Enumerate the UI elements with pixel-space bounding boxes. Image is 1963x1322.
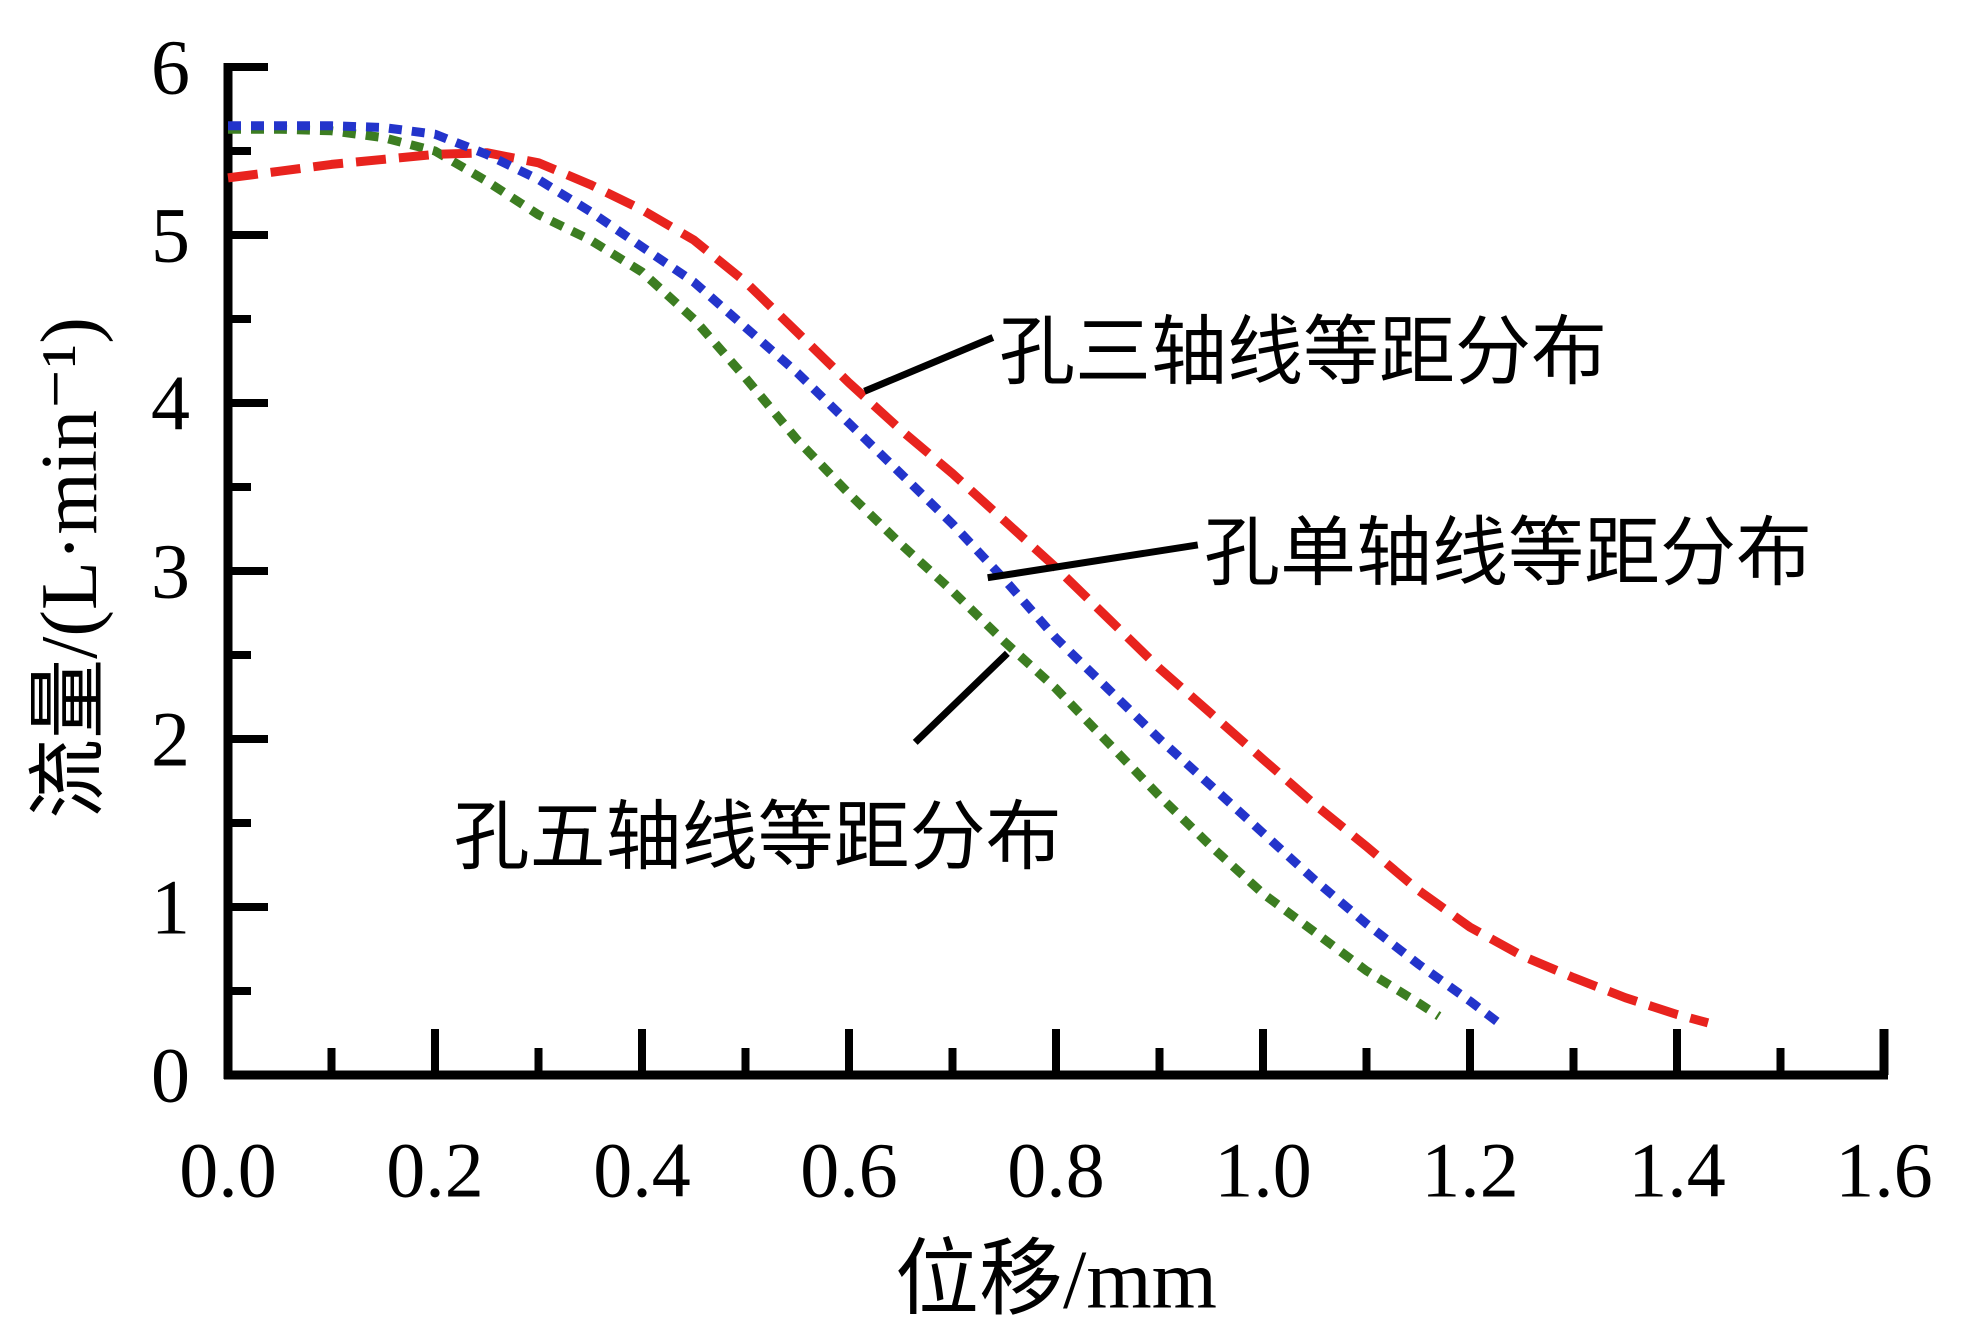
annotation-leader-line-0 xyxy=(863,334,995,395)
x-tick-label: 0.2 xyxy=(386,1127,484,1214)
y-tick-label: 3 xyxy=(151,528,190,615)
y-tick-label: 4 xyxy=(151,360,190,447)
x-tick-label: 1.4 xyxy=(1628,1127,1726,1214)
annotation-leader-line-1 xyxy=(987,541,1199,582)
y-tick-label: 6 xyxy=(151,24,190,111)
y-axis-title: 流量/(L·min⁻¹) xyxy=(26,317,114,819)
series-curve-2 xyxy=(228,124,1442,1020)
series-curve-0 xyxy=(227,148,1710,1028)
y-tick-label: 1 xyxy=(151,864,190,951)
x-tick-label: 0.6 xyxy=(800,1127,898,1214)
annotation-leader-line-2 xyxy=(912,650,1010,745)
y-tick-label: 2 xyxy=(151,696,190,783)
y-tick-label: 0 xyxy=(151,1032,190,1119)
x-tick-label: 1.0 xyxy=(1214,1127,1312,1214)
y-tick-label: 5 xyxy=(151,192,190,279)
x-tick-label: 0.8 xyxy=(1007,1127,1105,1214)
x-axis-title: 位移/mm xyxy=(894,1233,1218,1322)
annotation-label-single-axis: 孔单轴线等距分布 xyxy=(1204,511,1812,596)
annotation-label-three-axis: 孔三轴线等距分布 xyxy=(999,311,1608,396)
x-tick-label: 0.4 xyxy=(593,1127,691,1214)
x-tick-label: 1.2 xyxy=(1421,1127,1519,1214)
series-curve-1 xyxy=(228,121,1504,1029)
x-tick-label: 0.0 xyxy=(179,1127,277,1214)
annotation-label-five-axis: 孔五轴线等距分布 xyxy=(453,795,1062,880)
x-tick-label: 1.6 xyxy=(1835,1127,1933,1214)
